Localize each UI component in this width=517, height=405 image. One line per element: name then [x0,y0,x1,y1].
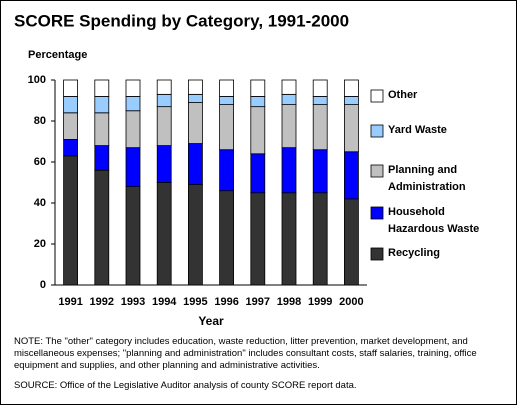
legend-label: Household Hazardous Waste [388,206,480,235]
chart-title: SCORE Spending by Category, 1991-2000 [14,11,349,30]
legend-swatch [370,206,384,220]
bar-segment [219,79,235,97]
bar-segment [187,102,203,144]
bar-segment [219,149,235,192]
bar-segment [125,96,141,112]
bar-segment [125,147,141,187]
bar-segment [94,112,110,147]
bar-segment [156,145,172,183]
x-tick-label: 2000 [339,296,363,308]
legend-label: Yard Waste [388,124,447,136]
bar-segment [219,190,235,286]
legend-swatch [370,247,384,261]
bar-segment [343,198,359,286]
bar-segment [156,182,172,286]
legend-swatch [370,89,384,103]
x-tick-label: 1999 [308,296,332,308]
source: SOURCE: Office of the Legislative Audito… [14,380,357,391]
bar-segment [125,110,141,149]
x-axis-label: Year [198,314,224,328]
bar-segment [312,79,328,97]
legend-label: Planning and Administration [388,164,466,193]
bar-segment [343,96,359,106]
legend-swatch [370,164,384,178]
bar-segment [281,147,297,194]
bar-segment [343,104,359,153]
x-tick-label: 1992 [90,296,114,308]
legend-label: Recycling [388,247,440,259]
bar-segment [125,186,141,286]
x-tick-label: 1994 [152,296,177,308]
bar-segment [312,104,328,151]
bar-segment [125,79,141,97]
y-tick-label: 100 [28,74,46,86]
y-tick-label: 0 [40,279,46,291]
bar-segment [250,106,266,155]
legend-label: Other [388,89,418,101]
bar-segment [219,96,235,106]
x-tick-label: 1991 [58,296,82,308]
bar-segment [187,79,203,95]
y-tick-label: 40 [34,197,46,209]
bar-segment [156,106,172,147]
x-tick-label: 1995 [183,296,207,308]
bar-segment [281,79,297,95]
bar-segment [250,192,266,286]
bar-segment [219,104,235,151]
y-tick-label: 80 [34,115,46,127]
bar-segment [94,96,110,114]
bar-segment [250,153,266,194]
x-tick-label: 1996 [214,296,238,308]
bar-segment [312,96,328,106]
bar-segment [250,96,266,108]
bar-segment [63,112,78,140]
bar-segment [187,184,203,286]
bar-segment [281,192,297,286]
x-tick-label: 1997 [246,296,270,308]
bar-segment [63,96,78,114]
bar-segment [281,93,297,105]
note: NOTE: The "other" category includes educ… [14,336,477,371]
bar-segment [156,79,172,95]
bar-segment [156,93,172,108]
bar-segment [312,192,328,286]
bar-segment [343,151,359,200]
bar-segment [94,169,110,286]
bar-segment [187,143,203,185]
bar-segment [187,93,203,103]
bar-segment [94,145,110,171]
legend-swatch [370,124,384,138]
y-tick-label: 60 [34,156,46,168]
bar-segment [63,155,78,286]
y-axis-label: Percentage [28,49,87,61]
bar-segment [63,79,78,97]
bar-segment [63,139,78,157]
bar-segment [250,79,266,97]
bar-segment [281,104,297,149]
x-tick-label: 1993 [121,296,145,308]
bar-segment [343,79,359,97]
x-tick-label: 1998 [277,296,301,308]
bar-segment [312,149,328,194]
bar-segment [94,79,110,97]
y-tick-label: 20 [34,238,46,250]
